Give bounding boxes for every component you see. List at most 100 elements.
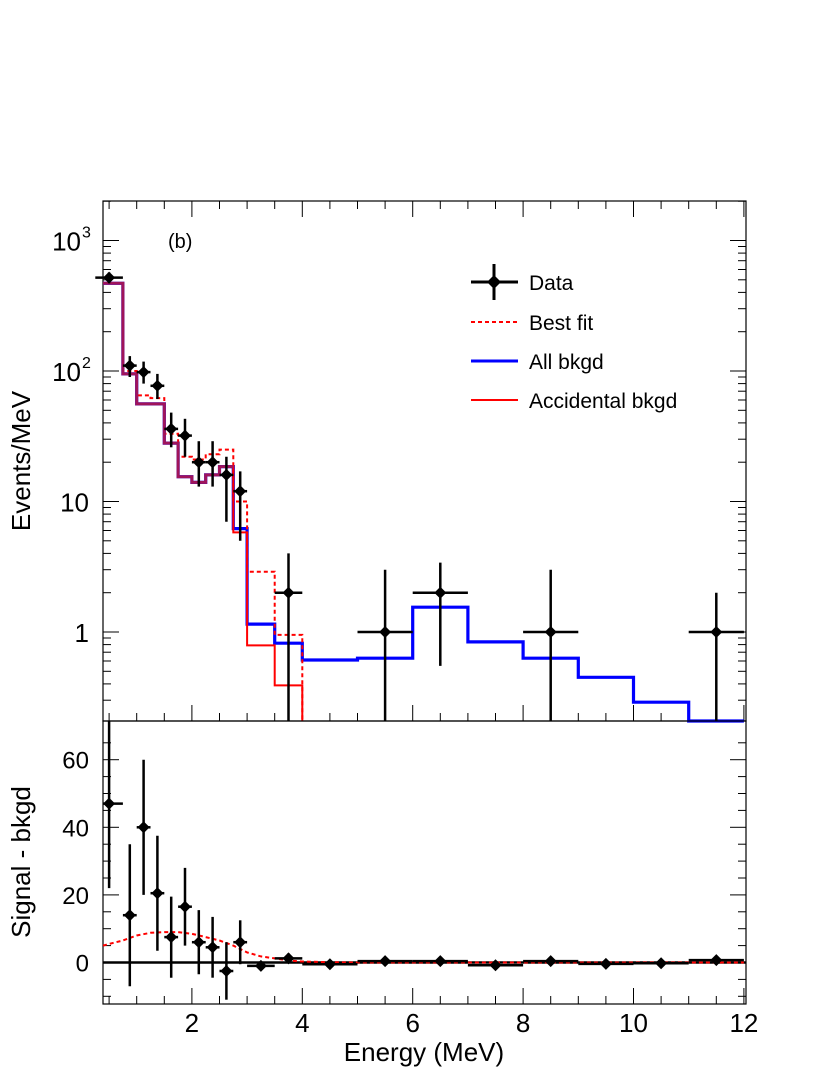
spectrum-data-point (523, 569, 579, 721)
x-tick-label: 2 (185, 1008, 199, 1038)
spectrum-data-marker (220, 468, 233, 481)
residual-data-marker (379, 955, 392, 968)
spectrum-data-marker (434, 586, 447, 599)
spectrum-data-point (412, 562, 468, 666)
residual-data-point (302, 958, 358, 971)
residual-data-marker (254, 959, 267, 972)
legend-all-bkgd-label: All bkgd (529, 351, 604, 374)
residual-data-marker (544, 955, 557, 968)
spectrum-data-point (164, 412, 179, 448)
residual-data-marker (123, 909, 136, 922)
x-axis-label: Energy (MeV) (344, 1037, 504, 1067)
x-tick-label: 4 (295, 1008, 309, 1038)
spectrum-data-marker (123, 359, 136, 372)
spectrum-y-axis-label: Events/MeV (6, 390, 36, 531)
residual-data-point (467, 959, 524, 972)
spectrum-data-marker (192, 456, 205, 469)
residual-y-tick-label: 0 (76, 951, 89, 978)
residual-data-marker (599, 957, 612, 970)
residual-data-marker (137, 821, 150, 834)
x-tick-label: 12 (729, 1008, 758, 1038)
legend-item-all-bkgd: All bkgd (471, 351, 604, 374)
residual-data-point (205, 916, 220, 978)
spectrum-data-point (205, 441, 220, 487)
residual-data-marker (103, 797, 116, 810)
spectrum-data-marker (379, 626, 392, 638)
spectrum-y-tick-label: 10 (52, 227, 81, 257)
spectrum-histograms (103, 281, 744, 723)
spectrum-data-marker (544, 626, 557, 638)
residual-data-point (523, 955, 579, 968)
spectrum-data-point (95, 271, 123, 284)
spectrum-data-marker (710, 626, 723, 638)
spectrum-y-tick-label: 10 (52, 357, 81, 387)
spectrum-data-marker (282, 586, 295, 599)
residual-y-tick-label: 40 (62, 815, 89, 842)
x-tick-label: 10 (619, 1008, 648, 1038)
residual-data-point (150, 835, 165, 951)
spectrum-data-marker (179, 429, 191, 442)
residual-data-point (136, 759, 151, 895)
residual-y-tick-label: 60 (62, 748, 89, 775)
all-bkgd-histogram (103, 281, 744, 723)
residual-data-marker (220, 965, 233, 977)
x-tick-label: 8 (516, 1008, 530, 1038)
spectrum-data-point (219, 456, 234, 522)
legend-data-marker (487, 275, 501, 289)
spectrum-data-marker (151, 379, 164, 392)
spectrum-y-tick-exponent: 2 (82, 355, 91, 372)
legend-data-label: Data (529, 272, 574, 295)
spectrum-data-point (150, 373, 165, 399)
residual-data-marker (151, 887, 164, 900)
spectrum-data-point (274, 553, 303, 721)
residual-data-point (191, 910, 206, 975)
residual-data-point (219, 942, 234, 1000)
legend-best-fit-label: Best fit (529, 312, 593, 335)
residual-data-points (103, 721, 744, 1000)
residual-y-axis-label: Signal - bkgd (6, 786, 36, 938)
residual-data-marker (165, 931, 178, 944)
spectrum-data-point (191, 441, 206, 487)
spectrum-y-tick-label: 10 (60, 488, 89, 518)
residual-data-point (357, 955, 413, 968)
residual-data-point (578, 957, 634, 970)
residual-panel: 0 20 40 60 2 4 6 8 10 12 Signal - bkgd Energy (Me… (6, 720, 758, 1067)
residual-data-point (274, 952, 303, 965)
spectrum-data-marker (137, 366, 150, 379)
spectrum-data-point (233, 471, 248, 541)
residual-y-tick-label: 20 (62, 883, 89, 910)
spectrum-data-point (136, 361, 151, 384)
residual-data-marker (179, 900, 191, 913)
legend: Data Best fit All bkgd Accidental bkgd (471, 264, 677, 413)
accidental-bkgd-histogram (103, 282, 304, 721)
legend-accidental-bkgd-label: Accidental bkgd (529, 390, 677, 413)
spectrum-data-marker (165, 422, 178, 435)
spectrum-y-tick-label: 1 (75, 618, 89, 648)
residual-data-point (122, 844, 137, 987)
x-tick-label: 6 (405, 1008, 419, 1038)
residual-data-point (688, 954, 744, 967)
spectrum-data-point (122, 356, 137, 377)
residual-data-marker (655, 957, 668, 970)
spectrum-data-marker (234, 485, 247, 498)
legend-item-accidental-bkgd: Accidental bkgd (471, 390, 677, 413)
spectrum-y-tick-exponent: 3 (82, 225, 91, 242)
overlap-histogram (103, 281, 234, 484)
residual-data-marker (710, 954, 723, 967)
residual-data-marker (489, 959, 502, 972)
residual-data-marker (323, 958, 336, 971)
residual-data-point (247, 959, 275, 972)
residual-data-marker (282, 952, 295, 965)
residual-data-point (412, 955, 468, 968)
residual-plot-frame (102, 720, 747, 1005)
residual-data-marker (192, 936, 205, 949)
residual-data-point (233, 920, 248, 965)
residual-data-marker (206, 941, 219, 954)
residual-data-point (633, 957, 689, 970)
best-fit-histogram (103, 282, 304, 721)
residual-data-marker (234, 936, 247, 949)
spectrum-data-marker (206, 456, 219, 469)
